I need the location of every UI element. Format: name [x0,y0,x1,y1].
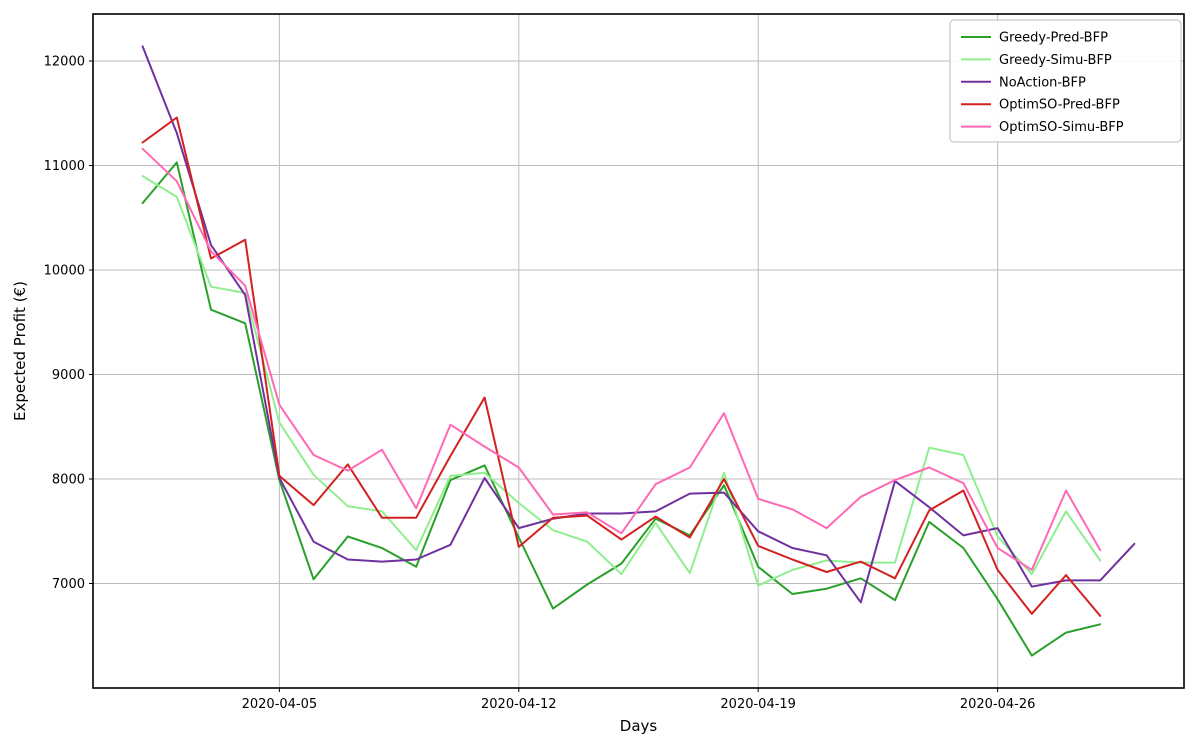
legend-label: NoAction-BFP [999,75,1086,90]
legend-item-Greedy-Simu-BFP: Greedy-Simu-BFP [961,53,1112,68]
legend-item-NoAction-BFP: NoAction-BFP [961,75,1086,90]
y-tick-label: 11000 [44,159,85,174]
legend-box [949,19,1182,143]
legend-item-OptimSO-Simu-BFP: OptimSO-Simu-BFP [961,120,1124,135]
legend-item-OptimSO-Pred-BFP: OptimSO-Pred-BFP [961,98,1120,113]
x-tick-label: 2020-04-12 [481,697,557,712]
legend-label: Greedy-Pred-BFP [999,31,1108,46]
legend-label: OptimSO-Simu-BFP [999,120,1124,135]
y-tick-label: 8000 [52,473,85,488]
series-layer [141,45,1136,657]
series-line-NoAction-BFP [141,45,1136,604]
series-line-Greedy-Pred-BFP [141,161,1102,657]
x-tick-label: 2020-04-05 [242,697,318,712]
series-line-OptimSO-Pred-BFP [141,116,1102,617]
y-tick-label: 12000 [44,55,85,70]
x-axis-title: Days [620,717,658,735]
y-axis-title: Expected Profit (€) [11,281,29,421]
series-line-OptimSO-Simu-BFP [141,147,1102,571]
series-line-Greedy-Simu-BFP [141,175,1102,587]
legend-label: Greedy-Simu-BFP [999,53,1112,68]
y-tick-label: 7000 [52,577,85,592]
legend-item-Greedy-Pred-BFP: Greedy-Pred-BFP [961,31,1108,46]
legend: Greedy-Pred-BFP Greedy-Simu-BFP NoAction-B… [949,19,1182,143]
grid-layer [93,14,1184,688]
plot-border [92,13,1185,689]
x-tick-label: 2020-04-26 [960,697,1036,712]
y-tick-label: 10000 [44,264,85,279]
legend-label: OptimSO-Pred-BFP [999,98,1120,113]
y-tick-label: 9000 [52,368,85,383]
ticks-layer: 7000 8000 9000 10000 11000 12000 2020-04-05 202… [44,55,1036,712]
x-tick-label: 2020-04-19 [720,697,796,712]
